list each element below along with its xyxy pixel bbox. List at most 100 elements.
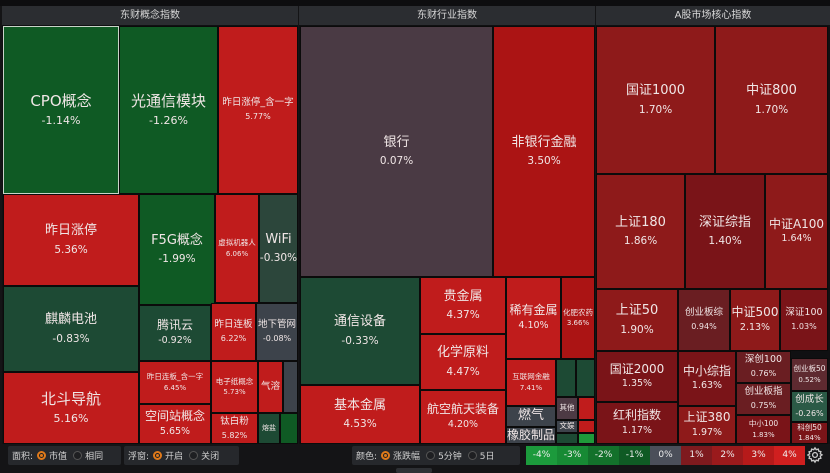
tile-entertainment[interactable]: 文娱 (556, 420, 578, 433)
tile-chemical-materials[interactable]: 化学原料 4.47% (420, 334, 506, 390)
tile-csi-a100[interactable]: 中证A100 1.64% (765, 174, 828, 289)
tile-small-green-c[interactable] (556, 433, 578, 444)
tile-name: 光通信模块 (130, 91, 206, 110)
color-option-5min[interactable]: 5分钟 (426, 449, 462, 462)
radio-unselected-icon (426, 451, 436, 460)
tile-small-green[interactable] (280, 413, 298, 444)
tile-name: 北斗导航 (40, 389, 101, 408)
float-option-off[interactable]: 关闭 (189, 449, 219, 462)
tile-molten-salt[interactable]: 熔盐 (258, 413, 280, 444)
radio-selected-icon (37, 451, 47, 460)
tile-name: 中证800 (746, 83, 797, 98)
tile-name: 上证50 (615, 303, 659, 318)
tile-precious-metals[interactable]: 贵金属 4.37% (420, 277, 506, 334)
tile-sme100[interactable]: 中小100 1.83% (736, 415, 791, 444)
tile-tencent-cloud[interactable]: 腾讯云 -0.92% (139, 305, 211, 361)
tile-chinext-index[interactable]: 创业板指 0.75% (736, 383, 791, 415)
tile-chinext-composite[interactable]: 创业板综 0.94% (678, 289, 730, 351)
tile-f5g[interactable]: F5G概念 -1.99% (139, 194, 215, 305)
tile-csi500[interactable]: 中证500 2.13% (730, 289, 780, 351)
tile-pct: 5.82% (221, 430, 248, 440)
resize-handle[interactable] (396, 468, 432, 473)
tile-cpo[interactable]: CPO概念 -1.14% (3, 26, 119, 194)
tile-rare-metals[interactable]: 稀有金属 4.10% (506, 277, 561, 359)
tile-name: 航空航天装备 (426, 402, 499, 417)
tile-sme-composite[interactable]: 中小综指 1.63% (678, 351, 736, 406)
tile-cn2000[interactable]: 国证2000 1.35% (596, 351, 678, 402)
tile-others[interactable]: 其他 (556, 397, 578, 420)
tile-small-green-b[interactable] (576, 359, 595, 397)
tile-szse100[interactable]: 深证100 1.03% (780, 289, 828, 351)
tile-small-red-a[interactable] (578, 397, 595, 420)
panel-core-index: A股市场核心指数 国证1000 1.70% 中证800 1.70% 上证180 … (596, 6, 830, 444)
tile-wifi[interactable]: WiFi -0.30% (259, 194, 298, 303)
tile-pct: 5.73% (223, 388, 246, 397)
legend-cell: -4% (526, 446, 557, 465)
tile-telecom-equipment[interactable]: 通信设备 -0.33% (300, 277, 420, 385)
radio-unselected-icon (467, 451, 477, 460)
tile-underground-pipe[interactable]: 地下管网 -0.08% (256, 303, 298, 361)
color-option-change[interactable]: 涨跌幅 (381, 449, 420, 462)
tile-pct: 5.77% (245, 112, 271, 122)
tile-space-station[interactable]: 空间站概念 5.65% (139, 404, 211, 444)
tile-small-red-b[interactable] (578, 420, 595, 433)
tile-star50[interactable]: 科创50 1.84% (791, 422, 828, 444)
panel-title: 东财概念指数 (2, 6, 298, 25)
tile-small-green-a[interactable] (556, 359, 576, 397)
tile-internet-finance[interactable]: 互联网金融 7.41% (506, 359, 556, 406)
tile-name: 国证1000 (625, 83, 686, 98)
tile-pct: 4.53% (343, 418, 377, 431)
tile-base-metals[interactable]: 基本金属 4.53% (300, 385, 420, 444)
tile-aerosol[interactable]: 气溶 (258, 361, 283, 413)
tile-small-gray[interactable] (283, 361, 298, 413)
radio-unselected-icon (189, 451, 199, 460)
tile-small-green-d[interactable] (578, 433, 595, 444)
tile-sse180[interactable]: 上证180 1.86% (596, 174, 685, 289)
tile-name: 创业板指 (744, 386, 783, 398)
tile-aerospace-equipment[interactable]: 航空航天装备 4.20% (420, 390, 506, 444)
tile-sse50[interactable]: 上证50 1.90% (596, 289, 678, 351)
tile-gas[interactable]: 燃气 (506, 406, 556, 427)
tile-virtual-robot[interactable]: 虚拟机器人 6.06% (215, 194, 259, 303)
tile-csi800[interactable]: 中证800 1.70% (715, 26, 828, 174)
tile-kirin-battery[interactable]: 麒麟电池 -0.83% (3, 286, 139, 372)
tile-yesterday-consecutive-incl[interactable]: 昨日连板_含一字 6.45% (139, 361, 211, 404)
tile-beidou[interactable]: 北斗导航 5.16% (3, 372, 139, 444)
tile-optical-module[interactable]: 光通信模块 -1.26% (119, 26, 218, 194)
tile-name: 稀有金属 (509, 303, 558, 318)
tile-name: 化肥农药 (563, 307, 593, 317)
tile-pct: 2.13% (739, 321, 771, 333)
tile-fertilizer-pesticide[interactable]: 化肥农药 3.66% (561, 277, 595, 359)
tile-name: 麒麟电池 (44, 312, 97, 327)
tile-name: 深证综指 (698, 214, 751, 230)
tile-pct: 0.94% (691, 322, 717, 332)
tile-pct: 6.45% (163, 383, 187, 392)
area-option-equal[interactable]: 相同 (73, 449, 103, 462)
tile-pct: -0.26% (795, 408, 824, 418)
tile-sse380[interactable]: 上证380 1.97% (678, 406, 736, 444)
tile-name: 中小100 (748, 419, 779, 429)
tile-pct: 1.70% (638, 103, 673, 116)
float-option-on[interactable]: 开启 (153, 449, 183, 462)
tile-epaper[interactable]: 电子纸概念 5.73% (211, 361, 258, 413)
tile-bank[interactable]: 银行 0.07% (300, 26, 493, 277)
tile-pct: 6.22% (220, 334, 247, 344)
tile-chinext50[interactable]: 创业板50 0.52% (791, 358, 828, 391)
tile-szse-composite[interactable]: 深证综指 1.40% (685, 174, 765, 289)
option-label: 关闭 (201, 452, 220, 462)
tile-chinext-growth[interactable]: 创成长 -0.26% (791, 391, 828, 422)
tile-titanium-dioxide[interactable]: 钛白粉 5.82% (211, 413, 258, 444)
tile-rubber-products[interactable]: 橡胶制品 (506, 427, 556, 444)
color-option-5day[interactable]: 5日 (467, 449, 495, 462)
tile-pct: 1.84% (798, 434, 821, 443)
tile-pct: -0.30% (259, 252, 298, 265)
tile-yesterday-limitup[interactable]: 昨日涨停 5.36% (3, 194, 139, 286)
tile-non-bank-finance[interactable]: 非银行金融 3.50% (493, 26, 595, 277)
area-option-market-cap[interactable]: 市值 (37, 449, 67, 462)
tile-csi1000[interactable]: 国证1000 1.70% (596, 26, 715, 174)
tile-yesterday-consecutive[interactable]: 昨日连板 6.22% (211, 303, 256, 361)
gear-icon[interactable] (806, 446, 824, 464)
tile-yesterday-limitup-incl[interactable]: 昨日涨停_含一字 5.77% (218, 26, 298, 194)
tile-szse-chinext100[interactable]: 深创100 0.76% (736, 351, 791, 383)
tile-dividend-index[interactable]: 红利指数 1.17% (596, 402, 678, 444)
